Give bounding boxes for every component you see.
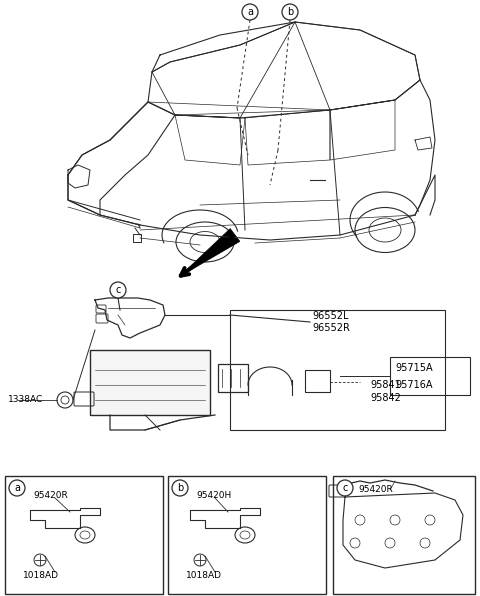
Text: 96552R: 96552R [312,323,350,333]
Circle shape [282,4,298,20]
Text: c: c [115,285,120,295]
Text: b: b [287,7,293,17]
Circle shape [34,554,46,566]
Text: 95716A: 95716A [395,380,432,390]
FancyBboxPatch shape [333,476,475,594]
Polygon shape [179,229,240,277]
Circle shape [242,4,258,20]
Circle shape [110,282,126,298]
Text: a: a [247,7,253,17]
Text: 1018AD: 1018AD [23,570,59,579]
Text: 95715A: 95715A [395,363,432,373]
FancyBboxPatch shape [90,350,210,415]
Text: c: c [342,483,348,493]
Text: 96552L: 96552L [312,311,348,321]
Circle shape [172,480,188,496]
FancyBboxPatch shape [5,476,163,594]
Text: 1018AD: 1018AD [186,570,222,579]
Circle shape [194,554,206,566]
Text: b: b [177,483,183,493]
Circle shape [9,480,25,496]
Circle shape [57,392,73,408]
Circle shape [337,480,353,496]
Text: 95841: 95841 [370,380,401,390]
Text: 95420R: 95420R [358,486,393,495]
Text: 1338AC: 1338AC [8,396,43,405]
Text: 95842: 95842 [370,393,401,403]
Text: 95420H: 95420H [196,491,231,499]
Text: a: a [14,483,20,493]
Text: 95420R: 95420R [33,491,68,499]
FancyBboxPatch shape [168,476,326,594]
